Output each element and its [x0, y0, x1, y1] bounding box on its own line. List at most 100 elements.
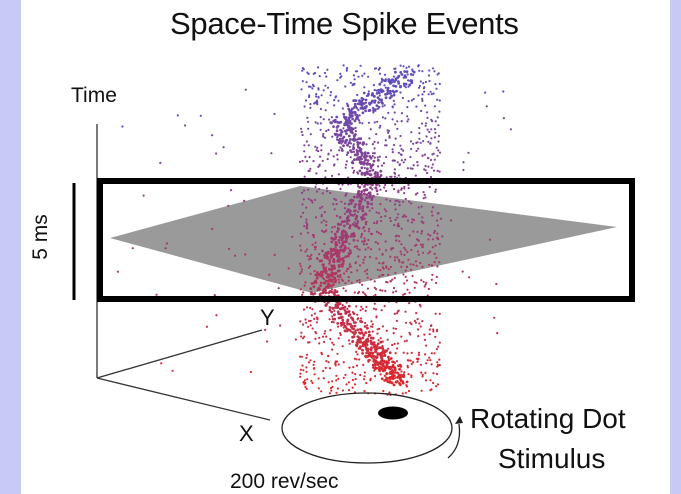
- spike-point: [365, 171, 369, 175]
- spike-point: [298, 160, 302, 163]
- spike-point: [327, 381, 330, 384]
- spike-point: [309, 133, 312, 136]
- spike-point: [375, 230, 378, 233]
- spike-point: [351, 114, 354, 117]
- spike-point: [323, 281, 327, 285]
- spike-point: [351, 331, 355, 334]
- spike-point: [334, 278, 338, 282]
- spike-point: [354, 126, 357, 129]
- spike-point: [325, 224, 328, 227]
- spike-point: [348, 226, 352, 230]
- spike-point: [349, 252, 352, 255]
- spike-point: [368, 162, 372, 166]
- spike-point: [356, 328, 360, 332]
- spike-point: [327, 275, 331, 279]
- spike-point: [305, 248, 309, 251]
- spike-point: [324, 169, 327, 172]
- spike-point: [409, 73, 413, 76]
- spike-point: [394, 376, 397, 379]
- spike-point: [362, 102, 366, 105]
- spike-point: [314, 216, 318, 219]
- spike-point: [387, 268, 390, 271]
- spike-point: [381, 365, 385, 368]
- spike-point: [407, 258, 410, 261]
- spike-point: [329, 121, 333, 124]
- spike-point: [409, 167, 412, 170]
- spike-point: [325, 129, 328, 133]
- spike-point: [404, 75, 408, 79]
- spike-point: [370, 93, 374, 97]
- spike-point: [347, 252, 350, 255]
- spike-point: [430, 128, 433, 131]
- spike-point: [349, 127, 352, 130]
- spike-point: [359, 317, 363, 320]
- spike-point: [430, 210, 433, 213]
- spike-point: [301, 69, 304, 72]
- spike-point: [428, 263, 431, 266]
- spike-point: [303, 144, 306, 147]
- spike-point: [387, 361, 390, 365]
- spike-point: [317, 165, 320, 168]
- spike-point: [384, 78, 387, 81]
- spike-point: [392, 291, 395, 294]
- spike-point: [339, 140, 342, 143]
- spike-point: [426, 171, 429, 175]
- spike-point: [403, 84, 406, 87]
- spike-point: [336, 124, 340, 128]
- spike-point: [378, 126, 381, 129]
- spike-point: [331, 174, 334, 177]
- spike-point: [351, 335, 354, 339]
- spike-point: [353, 357, 356, 360]
- spike-point: [405, 339, 408, 342]
- spike-point: [436, 232, 439, 235]
- spike-point: [341, 345, 344, 348]
- spike-point: [419, 325, 422, 328]
- spike-point: [408, 302, 411, 305]
- spike-point: [343, 117, 347, 120]
- spike-point: [374, 67, 378, 70]
- spike-point: [323, 332, 326, 335]
- spike-point: [344, 129, 347, 133]
- spike-point: [396, 120, 399, 123]
- spike-point: [373, 121, 376, 124]
- spike-point: [305, 366, 308, 369]
- spike-point: [333, 309, 336, 312]
- spike-point: [339, 187, 342, 191]
- spike-point: [315, 190, 318, 193]
- spike-point: [370, 99, 374, 103]
- spike-point: [397, 375, 401, 379]
- spike-point: [369, 278, 372, 281]
- spike-point: [392, 90, 396, 94]
- spike-point: [333, 266, 336, 270]
- spike-point: [171, 369, 174, 372]
- spike-point: [353, 158, 356, 162]
- spike-point: [436, 154, 439, 157]
- spike-point: [363, 229, 366, 232]
- spike-point: [300, 355, 303, 358]
- spike-point: [314, 280, 317, 283]
- spike-point: [307, 197, 310, 200]
- spike-point: [426, 116, 429, 119]
- spike-point: [356, 318, 359, 321]
- spike-point: [323, 268, 326, 272]
- spike-point: [349, 325, 353, 329]
- spike-point: [347, 276, 350, 279]
- spike-point: [300, 331, 303, 334]
- spike-point: [380, 81, 383, 84]
- spike-point: [348, 389, 351, 392]
- spike-point: [435, 372, 439, 376]
- spike-point: [355, 245, 358, 248]
- spike-point: [422, 221, 425, 224]
- spike-point: [381, 289, 384, 292]
- spike-point: [313, 373, 316, 376]
- spike-point: [356, 313, 359, 316]
- spike-point: [417, 353, 420, 356]
- spike-point: [363, 72, 366, 75]
- spike-point: [377, 367, 381, 371]
- spike-events: [116, 64, 512, 396]
- spike-point: [338, 235, 342, 239]
- spike-point: [363, 199, 367, 202]
- spike-point: [328, 308, 332, 312]
- spike-point: [423, 90, 426, 93]
- spike-point: [336, 322, 340, 325]
